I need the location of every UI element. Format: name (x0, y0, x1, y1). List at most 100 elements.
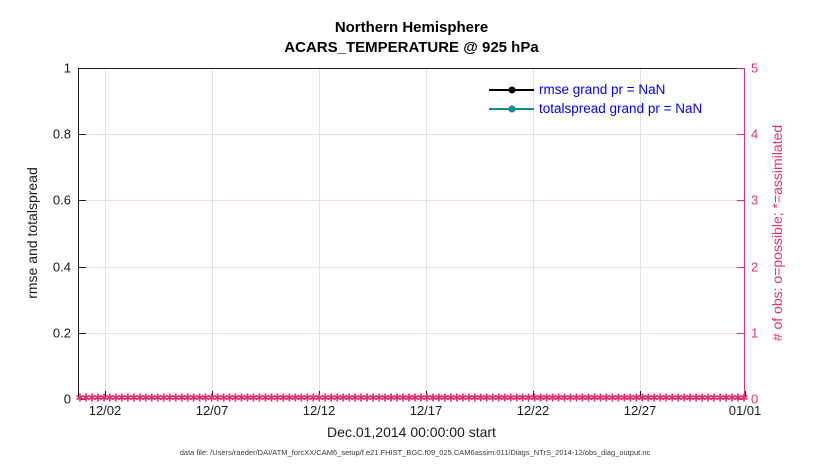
assimilated-obs-marker: ✱ (129, 392, 139, 405)
assimilated-obs-marker: ✱ (655, 392, 665, 405)
totalspread-line-sample (489, 105, 534, 112)
assimilated-obs-marker: ✱ (206, 392, 217, 405)
assimilated-obs-marker: ✱ (541, 392, 552, 405)
bottom-tick-mark (319, 391, 320, 398)
right-tick-mark (737, 68, 744, 69)
assimilated-obs-marker: ✱ (338, 392, 348, 405)
x-tick-label: 12/07 (195, 403, 229, 418)
assimilated-obs-marker: ✱ (212, 392, 223, 405)
bottom-tick-mark (533, 391, 534, 398)
assimilated-obs-marker: ✱ (530, 392, 540, 405)
left-axis-label: rmse and totalspread (24, 167, 40, 299)
gridline-vertical (533, 69, 534, 398)
assimilated-obs-marker: ✱ (242, 392, 253, 405)
assimilated-obs-marker: ✱ (607, 392, 617, 405)
assimilated-obs-marker: ✱ (278, 392, 288, 405)
assimilated-obs-marker: ✱ (111, 392, 121, 405)
assimilated-obs-marker: ✱ (284, 392, 294, 405)
assimilated-obs-marker: ✱ (691, 392, 701, 405)
right-tick-label: 0 (751, 391, 759, 407)
assimilated-obs-marker: ✱ (476, 392, 486, 405)
assimilated-obs-marker: ✱ (709, 392, 719, 405)
plot-title: Northern Hemisphere (334, 19, 489, 36)
assimilated-obs-marker: ✱ (260, 392, 271, 405)
right-tick-mark (737, 332, 744, 334)
x-tick-label: 01/01 (728, 403, 762, 418)
assimilated-obs-marker: ✱ (452, 392, 462, 405)
assimilated-obs-marker: ✱ (679, 392, 689, 405)
assimilated-obs-marker: ✱ (404, 392, 414, 405)
assimilated-obs-marker: ✱ (171, 392, 181, 405)
assimilated-obs-marker: ✱ (410, 392, 420, 405)
assimilated-obs-marker: ✱ (75, 392, 85, 405)
right-tick-label: 3 (751, 192, 759, 208)
gridline-vertical (640, 69, 641, 398)
left-tick-mark (79, 266, 86, 268)
assimilated-obs-marker: ✱ (141, 392, 151, 405)
legend-item-totalspread: totalspread grand pr = NaN (489, 99, 702, 118)
assimilated-obs-marker: ✱ (135, 392, 145, 405)
gridline-horizontal (79, 332, 744, 334)
bottom-tick-mark (426, 391, 427, 398)
gridline-vertical (426, 69, 427, 398)
assimilated-obs-marker: ✱ (189, 392, 199, 405)
assimilated-obs-marker: ✱ (661, 392, 671, 405)
x-tick-label: 12/27 (623, 403, 657, 418)
left-tick-mark (79, 200, 86, 202)
gridline-vertical (105, 69, 106, 398)
assimilated-obs-marker: ✱ (446, 392, 456, 405)
assimilated-obs-marker: ✱ (715, 392, 725, 405)
assimilated-obs-marker: ✱ (589, 392, 600, 405)
left-tick-label: 0.8 (52, 126, 71, 142)
assimilated-obs-marker: ✱ (428, 392, 438, 405)
assimilated-obs-marker: ✱ (356, 392, 366, 405)
assimilated-obs-marker: ✱ (500, 392, 510, 405)
assimilated-obs-marker: ✱ (536, 392, 546, 405)
assimilated-obs-marker: ✱ (368, 392, 378, 405)
rmse-line-sample (489, 86, 534, 93)
assimilated-obs-marker: ✱ (350, 392, 360, 405)
assimilated-obs-marker: ✱ (195, 392, 205, 405)
left-tick-mark (79, 134, 86, 136)
assimilated-obs-marker: ✱ (224, 392, 235, 405)
assimilated-obs-marker: ✱ (703, 392, 713, 405)
assimilated-obs-marker: ✱ (464, 392, 474, 405)
assimilated-obs-marker: ✱ (518, 392, 528, 405)
assimilated-obs-marker: ✱ (248, 392, 259, 405)
assimilated-obs-marker: ✱ (727, 392, 737, 405)
gridline-horizontal (79, 200, 744, 202)
assimilated-obs-marker: ✱ (99, 392, 109, 405)
assimilated-obs-marker: ✱ (314, 392, 324, 405)
assimilated-obs-marker: ✱ (398, 392, 408, 405)
assimilated-obs-marker: ✱ (733, 392, 743, 405)
assimilated-obs-marker: ✱ (123, 392, 133, 405)
right-tick-mark (737, 266, 744, 268)
assimilated-obs-marker: ✱ (183, 392, 193, 405)
left-tick-label: 0.4 (52, 259, 71, 275)
assimilated-obs-marker: ✱ (230, 392, 241, 405)
assimilated-obs-marker: ✱ (613, 392, 623, 405)
assimilated-obs-marker: ✱ (380, 392, 390, 405)
assimilated-obs-marker: ✱ (739, 392, 749, 405)
legend-label-totalspread: totalspread grand pr = NaN (539, 101, 703, 116)
x-tick-label: 12/12 (302, 403, 336, 418)
assimilated-obs-marker: ✱ (547, 392, 558, 405)
assimilated-obs-marker: ✱ (105, 392, 115, 405)
legend-item-rmse: rmse grand pr = NaN (489, 80, 702, 99)
assimilated-obs-marker: ✱ (458, 392, 468, 405)
bottom-tick-mark (212, 391, 213, 398)
assimilated-obs-marker: ✱ (147, 392, 157, 405)
assimilated-obs-marker: ✱ (595, 392, 606, 405)
gridline-horizontal (79, 134, 744, 136)
assimilated-obs-marker: ✱ (565, 392, 576, 405)
assimilated-obs-marker: ✱ (374, 392, 384, 405)
assimilated-obs-marker: ✱ (87, 392, 97, 405)
assimilated-obs-marker: ✱ (583, 392, 594, 405)
assimilated-obs-marker: ✱ (93, 392, 103, 405)
assimilated-obs-marker: ✱ (117, 392, 127, 405)
bottom-tick-mark (105, 391, 106, 398)
assimilated-obs-marker: ✱ (512, 392, 522, 405)
assimilated-obs-marker: ✱ (482, 392, 492, 405)
assimilated-obs-marker: ✱ (254, 392, 265, 405)
